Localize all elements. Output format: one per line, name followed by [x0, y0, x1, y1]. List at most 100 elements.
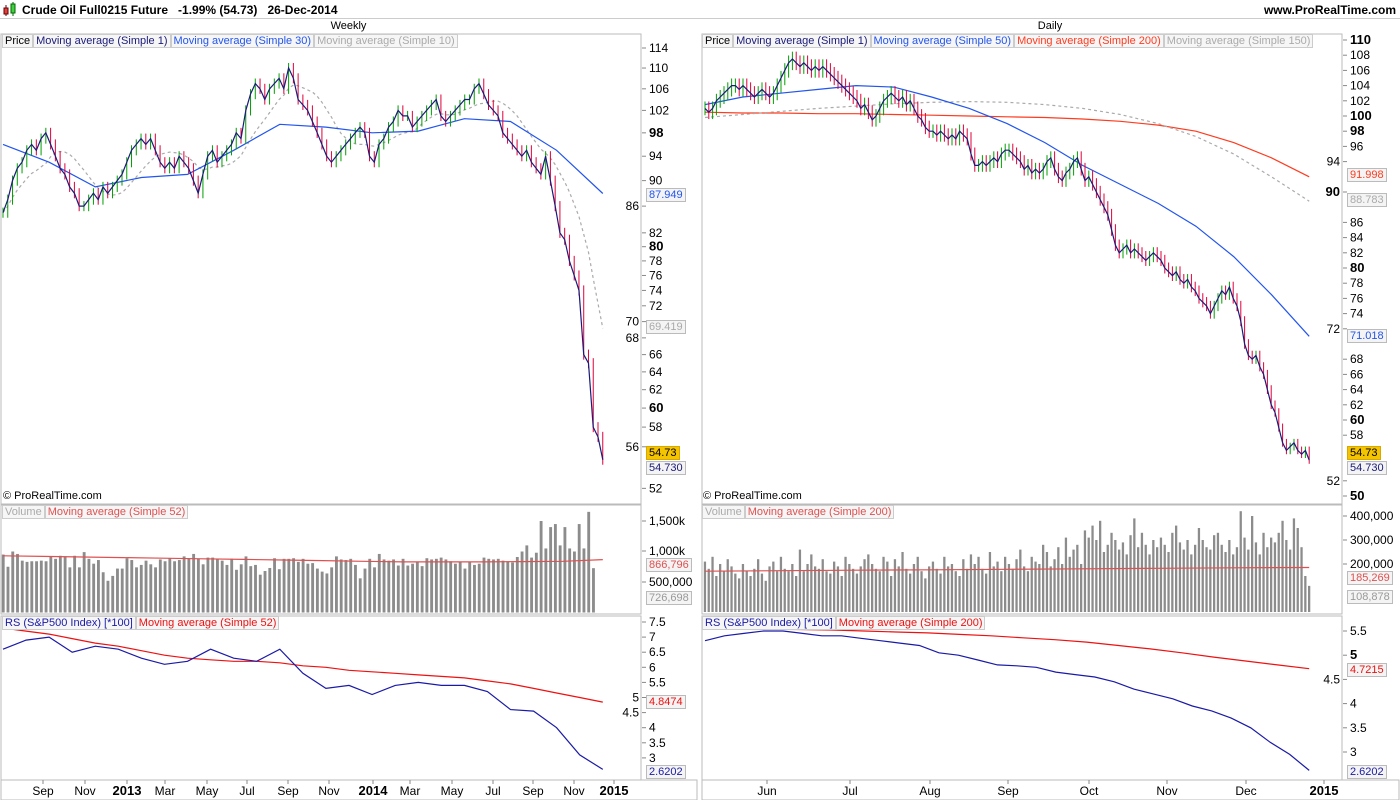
legend-rs-ma[interactable]: Moving average (Simple 52): [135, 616, 280, 630]
weekly-volume-bar: [344, 560, 348, 613]
weekly-volume-bar: [520, 551, 524, 613]
legend-ma1[interactable]: Moving average (Simple 1): [33, 34, 171, 48]
daily-volume-bar: [909, 573, 912, 612]
weekly-volume-bar: [511, 562, 514, 613]
weekly-volume-bar: [306, 563, 310, 613]
daily-volume-bar: [1262, 532, 1265, 612]
weekly-x-tick-label: Sep: [32, 784, 54, 798]
legend-rs-ma[interactable]: Moving average (Simple 200): [835, 616, 986, 630]
daily-volume-bar: [1251, 516, 1254, 612]
weekly-price-tick-label: 90: [649, 174, 663, 188]
legend-volume[interactable]: Volume: [2, 505, 45, 519]
weekly-volume-bar: [549, 527, 553, 613]
legend-price[interactable]: Price: [702, 34, 734, 48]
weekly-volume-tick-label: 1,500k: [649, 514, 686, 528]
weekly-volume-bar: [349, 558, 353, 613]
weekly-volume-bar: [363, 568, 367, 613]
daily-volume-bar: [836, 566, 840, 612]
weekly-volume-bar: [320, 571, 324, 613]
weekly-volume-bar: [144, 560, 148, 613]
daily-x-tick-label: Jul: [842, 784, 857, 798]
daily-volume-bar: [935, 568, 938, 612]
weekly-volume-bar: [163, 561, 167, 613]
weekly-x-tick-label: 2015: [600, 783, 629, 798]
legend-ma10[interactable]: Moving average (Simple 10): [314, 34, 458, 48]
daily-volume-bar: [711, 556, 714, 612]
legend-ma50[interactable]: Moving average (Simple 50): [870, 34, 1015, 48]
weekly-volume-bar: [296, 561, 300, 613]
legend-volume-ma[interactable]: Moving average (Simple 200): [744, 505, 895, 519]
weekly-volume-bar: [135, 567, 138, 613]
daily-volume-bar: [973, 564, 976, 612]
daily-volume-bar: [1049, 566, 1052, 612]
daily-volume-bar: [1121, 542, 1125, 612]
daily-ma50-value: 71.018: [1347, 329, 1387, 343]
daily-volume-bar: [741, 564, 745, 612]
daily-volume-bar: [817, 568, 821, 612]
daily-volume-bar: [1201, 540, 1204, 612]
weekly-price-tick-label: 86: [626, 199, 640, 213]
legend-price[interactable]: Price: [2, 34, 34, 48]
legend-rs[interactable]: RS (S&P500 Index) [*100]: [2, 616, 136, 630]
legend-volume[interactable]: Volume: [702, 505, 745, 519]
daily-rs-tick-label: 5.5: [1350, 624, 1367, 638]
legend-ma1[interactable]: Moving average (Simple 1): [733, 34, 871, 48]
daily-volume-bar: [1308, 585, 1311, 612]
weekly-volume-bar: [568, 548, 572, 613]
weekly-rs-ma-line: [2, 627, 603, 703]
legend-ma150[interactable]: Moving average (Simple 150): [1163, 34, 1314, 48]
weekly-volume-bar: [206, 557, 210, 613]
weekly-volume-bar: [225, 564, 229, 613]
daily-price-tick-label: 90: [1326, 184, 1340, 199]
weekly-ma10-value: 69.419: [646, 320, 686, 334]
daily-volume-bar: [795, 576, 798, 612]
daily-volume-bar: [1137, 547, 1140, 612]
weekly-volume-bar: [553, 524, 557, 613]
daily-ma50-line: [704, 84, 1310, 337]
daily-last-price: 54.73: [1347, 446, 1381, 460]
chart-header: Crude Oil Full0215 Future -1.99% (54.73)…: [0, 0, 1400, 19]
weekly-price-tick-label: 64: [649, 365, 663, 379]
weekly-price-tick-label: 106: [649, 82, 669, 96]
weekly-rs-tick-label: 7: [649, 630, 656, 644]
weekly-volume-bar: [249, 566, 253, 613]
daily-volume-bar: [810, 554, 813, 612]
weekly-volume-bar: [420, 566, 424, 613]
weekly-volume-bar: [58, 555, 62, 613]
daily-price-tick-label: 82: [1350, 246, 1364, 260]
weekly-volume-bar: [501, 560, 505, 613]
weekly-volume-bar: [216, 558, 219, 613]
weekly-volume-bar: [373, 567, 376, 613]
daily-rs-ma-value: 4.7215: [1347, 663, 1387, 677]
weekly-x-tick-label: Nov: [74, 784, 95, 798]
daily-price-tick-label: 104: [1350, 79, 1370, 93]
daily-volume-bar: [1057, 547, 1060, 612]
daily-volume-bar: [1243, 537, 1246, 612]
weekly-rs-line: [2, 636, 604, 770]
prorealtime-link[interactable]: www.ProRealTime.com: [1263, 3, 1396, 17]
daily-volume-bar: [703, 561, 707, 612]
legend-volume-ma[interactable]: Moving average (Simple 52): [44, 505, 189, 519]
legend-ma200[interactable]: Moving average (Simple 200): [1014, 34, 1164, 48]
weekly-volume-bar: [392, 559, 395, 613]
weekly-volume-bar: [411, 563, 415, 613]
legend-ma30[interactable]: Moving average (Simple 30): [170, 34, 315, 48]
daily-volume-bar: [1015, 559, 1018, 612]
daily-volume-bar: [1019, 549, 1022, 612]
daily-volume-bar: [707, 568, 710, 612]
daily-price-tick-label: 62: [1350, 398, 1364, 412]
daily-volume-bar: [905, 568, 908, 612]
daily-price-tick-label: 60: [1350, 412, 1364, 427]
daily-volume-bar: [715, 576, 718, 612]
daily-volume-bar: [1197, 528, 1201, 612]
daily-x-tick-label: Aug: [919, 784, 940, 798]
weekly-volume-bar: [577, 524, 581, 613]
daily-volume-bar: [1099, 520, 1102, 612]
legend-rs[interactable]: RS (S&P500 Index) [*100]: [702, 616, 836, 630]
weekly-volume-value: 726,698: [646, 591, 692, 605]
daily-volume-bar: [1258, 554, 1261, 612]
weekly-price-legend: Price Moving average (Simple 1) Moving a…: [2, 34, 458, 48]
daily-volume-bar: [996, 561, 999, 612]
daily-volume-bar: [776, 571, 779, 612]
weekly-volume-bar: [111, 575, 115, 613]
